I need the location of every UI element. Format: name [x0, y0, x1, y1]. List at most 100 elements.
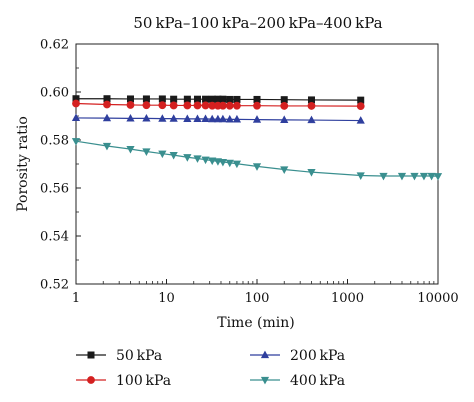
legend-label: 200 kPa: [290, 348, 345, 364]
data-point: [193, 95, 201, 103]
legend-marker: [87, 351, 95, 359]
data-point: [427, 172, 436, 181]
data-point: [193, 114, 202, 122]
series-1: [72, 99, 365, 111]
chart-title: 50 kPa–100 kPa–200 kPa–400 kPa: [133, 14, 382, 32]
data-point: [379, 172, 388, 181]
y-tick-label: 0.60: [40, 86, 69, 101]
plot-area: 1 10 100 1000 10000 0.52 0.54 0.56 0.58 0.60 0.62: [40, 38, 459, 307]
axis-ticks: 1 10 100 1000 10000 0.52 0.54 0.56 0.58 0.60 0.62: [40, 38, 459, 307]
data-point: [233, 101, 241, 110]
data-point: [307, 102, 316, 110]
data-point: [208, 114, 217, 123]
data-point: [419, 172, 429, 181]
data-point: [183, 95, 191, 103]
x-tick-label: 10000: [417, 291, 458, 306]
legend-item-1: 100 kPa: [76, 373, 171, 389]
y-tick-label: 0.52: [40, 278, 69, 293]
data-point: [158, 150, 167, 159]
data-point: [232, 114, 242, 123]
data-point: [71, 113, 81, 122]
data-point: [170, 95, 178, 103]
data-point: [219, 95, 227, 103]
data-point: [158, 114, 167, 122]
data-point: [252, 163, 262, 171]
data-point: [208, 157, 217, 166]
data-point: [213, 114, 223, 123]
data-point: [410, 172, 419, 181]
y-tick-label: 0.58: [40, 134, 69, 149]
data-point: [218, 158, 228, 167]
data-point: [218, 114, 228, 123]
data-point: [397, 172, 407, 181]
data-point: [183, 114, 192, 122]
series-line: [75, 117, 361, 122]
data-point: [225, 114, 234, 123]
y-tick-label: 0.56: [40, 182, 69, 197]
y-tick-label: 0.62: [40, 38, 69, 53]
series-2: [71, 113, 365, 124]
data-point: [226, 95, 234, 103]
data-point: [356, 102, 365, 111]
data-point: [158, 101, 167, 110]
data-point: [71, 138, 81, 146]
data-point: [225, 159, 234, 168]
legend-item-2: 200 kPa: [250, 348, 345, 364]
data-point: [142, 113, 151, 122]
data-point: [142, 95, 150, 103]
data-point: [232, 160, 242, 169]
data-point: [142, 101, 151, 110]
data-point: [307, 169, 316, 177]
data-point: [253, 95, 261, 103]
data-point: [201, 101, 210, 110]
data-point: [142, 148, 151, 156]
x-tick-label: 1000: [331, 291, 364, 306]
y-tick-label: 0.54: [40, 230, 69, 245]
legend: 50 kPa 200 kPa 100 kPa 400 kPa: [76, 348, 345, 389]
data-point: [126, 146, 135, 154]
data-point: [280, 115, 289, 123]
data-point: [183, 101, 192, 110]
legend-label: 100 kPa: [116, 373, 171, 389]
x-tick-label: 10: [158, 291, 175, 306]
data-point: [169, 114, 178, 122]
legend-item-3: 400 kPa: [250, 373, 345, 389]
data-point: [280, 96, 288, 104]
data-point: [126, 101, 135, 109]
data-point: [72, 99, 80, 108]
data-point: [193, 155, 202, 163]
data-point: [433, 173, 443, 181]
legend-marker: [87, 376, 95, 384]
data-point: [169, 152, 178, 160]
data-point: [307, 115, 316, 124]
data-point: [126, 113, 135, 122]
data-point: [356, 116, 365, 124]
x-tick-label: 1: [72, 291, 80, 306]
y-axis-title: Porosity ratio: [15, 116, 31, 212]
data-point: [103, 100, 111, 109]
data-point: [169, 101, 178, 110]
x-axis-title: Time (min): [217, 315, 295, 331]
data-point: [252, 115, 262, 123]
data-point: [201, 156, 210, 165]
data-point: [219, 101, 227, 110]
data-point: [225, 101, 234, 110]
data-point: [202, 95, 210, 103]
series-3: [71, 138, 443, 181]
data-point: [280, 102, 289, 110]
data-point: [280, 166, 289, 174]
legend-marker: [260, 376, 270, 385]
legend-item-0: 50 kPa: [76, 348, 162, 364]
data-point: [183, 154, 192, 162]
series-layer: [71, 95, 443, 181]
data-point: [253, 101, 261, 110]
legend-label: 50 kPa: [116, 348, 162, 364]
data-point: [201, 114, 210, 122]
x-tick-label: 100: [245, 291, 270, 306]
legend-label: 400 kPa: [290, 373, 345, 389]
data-point: [158, 95, 166, 103]
data-point: [233, 95, 241, 103]
data-point: [102, 113, 112, 122]
legend-marker: [260, 350, 270, 359]
